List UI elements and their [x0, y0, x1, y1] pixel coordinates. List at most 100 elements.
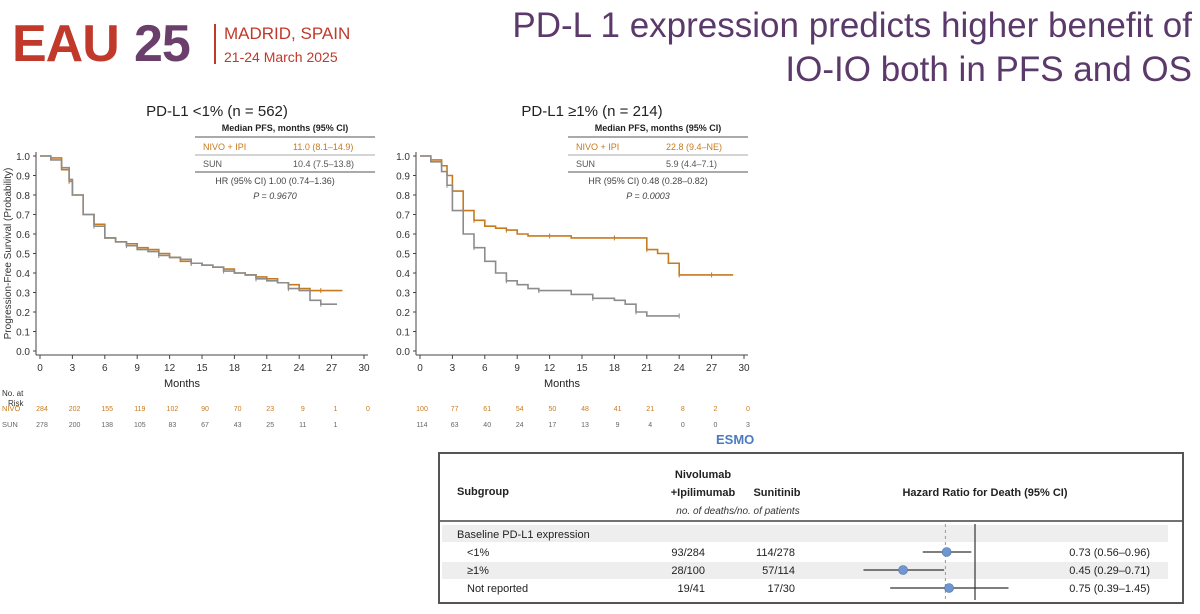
risk-value: 21 [646, 406, 654, 413]
forest-nivo-header: +Ipilimumab [671, 487, 736, 499]
stats-sun-value: 5.9 (4.4–7.1) [666, 159, 717, 169]
forest-content: Subgroup Nivolumab +Ipilimumab Sunitinib Haz… [440, 469, 1182, 600]
slide-title-line-2: IO-IO both in PFS and OS [785, 50, 1192, 89]
y-tick-label: 0.8 [16, 191, 30, 202]
stats-nivo-value: 22.8 (9.4–NE) [666, 142, 722, 152]
forest-nivo-header: Nivolumab [675, 469, 732, 481]
y-tick-label: 0.9 [16, 172, 30, 183]
y-tick-label: 0.2 [16, 308, 30, 319]
risk-value: 17 [549, 422, 557, 429]
y-axis-label: Progression-Free Survival (Probability) [3, 168, 14, 340]
y-tick-label: 1.0 [396, 152, 410, 163]
risk-value: 119 [134, 406, 145, 413]
x-tick-label: 24 [674, 363, 686, 374]
x-tick-label: 12 [544, 363, 556, 374]
forest-row-sun: 57/114 [762, 565, 795, 577]
x-tick-label: 6 [102, 363, 108, 374]
series-sun-line [40, 155, 337, 305]
km-panel-2: PD-L1 ≥1% (n = 214) 0.0 0.1 0.2 0.3 0.4 0.5 0.6… [396, 103, 750, 429]
risk-value: 67 [201, 422, 209, 429]
x-tick-label: 0 [417, 363, 423, 374]
risk-value: 102 [167, 406, 179, 413]
stats-header: Median PFS, months (95% CI) [222, 123, 349, 133]
eau25-logo: EAU 25 MADRID, SPAIN 21-24 March 2025 [12, 14, 352, 74]
km-title: PD-L1 <1% (n = 562) [146, 103, 288, 120]
slide-title: PD-L 1 expression predicts higher benefi… [372, 4, 1192, 92]
risk-value: 4 [648, 422, 652, 429]
risk-value: 90 [201, 406, 209, 413]
forest-row-label: Not reported [467, 583, 528, 595]
risk-value: 61 [483, 406, 491, 413]
risk-value: 9 [616, 422, 620, 429]
y-tick-label: 1.0 [16, 152, 30, 163]
logo-25-text: 25 [134, 15, 191, 73]
forest-point [941, 547, 952, 557]
km-title: PD-L1 ≥1% (n = 214) [521, 103, 662, 120]
x-axis-label: Months [544, 378, 581, 390]
forest-group-label: Baseline PD-L1 expression [457, 529, 590, 541]
risk-value: 0 [681, 422, 685, 429]
series-nivo-ipi-line [420, 155, 734, 276]
risk-value: 1 [333, 422, 337, 429]
forest-sun-header: Sunitinib [753, 487, 800, 499]
stats-sun-label: SUN [203, 159, 222, 169]
forest-row-hr-text: 0.45 (0.29–0.71) [1069, 565, 1150, 577]
logo-location: MADRID, SPAIN [224, 24, 351, 43]
forest-row-hr-text: 0.75 (0.39–1.45) [1069, 583, 1150, 595]
stats-header: Median PFS, months (95% CI) [595, 123, 722, 133]
x-tick-label: 3 [70, 363, 76, 374]
risk-value: 70 [234, 406, 242, 413]
risk-value: 48 [581, 406, 589, 413]
forest-row-nivo: 19/41 [677, 583, 705, 595]
risk-value: 155 [101, 406, 113, 413]
forest-group-band [442, 525, 1168, 542]
risk-row-label: NIVO [2, 404, 21, 413]
y-tick-label: 0.0 [16, 347, 30, 358]
risk-value: 54 [516, 406, 524, 413]
x-tick-label: 6 [482, 363, 488, 374]
y-tick-label: 0.6 [16, 230, 30, 241]
x-tick-label: 18 [229, 363, 241, 374]
risk-value: 138 [101, 422, 113, 429]
risk-row-label: SUN [2, 420, 18, 429]
forest-row-band [442, 562, 1168, 579]
forest-point [898, 565, 908, 575]
risk-value: 43 [234, 422, 242, 429]
series-sun-line [420, 155, 680, 317]
slide-title-line-1: PD-L 1 expression predicts higher benefi… [512, 6, 1192, 45]
x-tick-label: 15 [576, 363, 588, 374]
y-tick-label: 0.9 [396, 172, 410, 183]
x-tick-label: 9 [134, 363, 140, 374]
risk-value: 23 [266, 406, 274, 413]
stats-hr: HR (95% CI) 1.00 (0.74–1.36) [215, 176, 335, 186]
x-tick-label: 21 [641, 363, 653, 374]
risk-header: No. at [2, 389, 24, 398]
x-axis-label: Months [164, 378, 201, 390]
risk-value: 284 [36, 406, 48, 413]
y-tick-label: 0.7 [396, 211, 410, 222]
x-tick-label: 27 [706, 363, 718, 374]
forest-row-nivo: 28/100 [671, 565, 705, 577]
logo-dates: 21-24 March 2025 [224, 49, 338, 65]
y-tick-label: 0.1 [396, 328, 410, 339]
risk-value: 83 [169, 422, 177, 429]
stats-nivo-label: NIVO + IPI [203, 142, 246, 152]
risk-value: 40 [483, 422, 491, 429]
stats-p: P = 0.0003 [626, 191, 669, 201]
forest-row-label: ≥1% [467, 565, 489, 577]
logo-eau-text: EAU [12, 15, 120, 73]
x-tick-label: 12 [164, 363, 176, 374]
risk-value: 200 [69, 422, 81, 429]
km-panel-1: PD-L1 <1% (n = 562) 0.0 0.1 0.2 0.3 0.4 0.5 0.6… [2, 103, 375, 429]
x-tick-label: 27 [326, 363, 338, 374]
risk-value: 24 [516, 422, 524, 429]
y-tick-label: 0.4 [16, 269, 30, 280]
forest-row-nivo: 93/284 [671, 547, 705, 559]
risk-value: 2 [713, 406, 717, 413]
risk-value: 3 [746, 422, 750, 429]
y-tick-label: 0.6 [396, 230, 410, 241]
risk-value: 9 [301, 406, 305, 413]
forest-subgroup-header: Subgroup [457, 486, 509, 498]
y-tick-label: 0.3 [16, 289, 30, 300]
